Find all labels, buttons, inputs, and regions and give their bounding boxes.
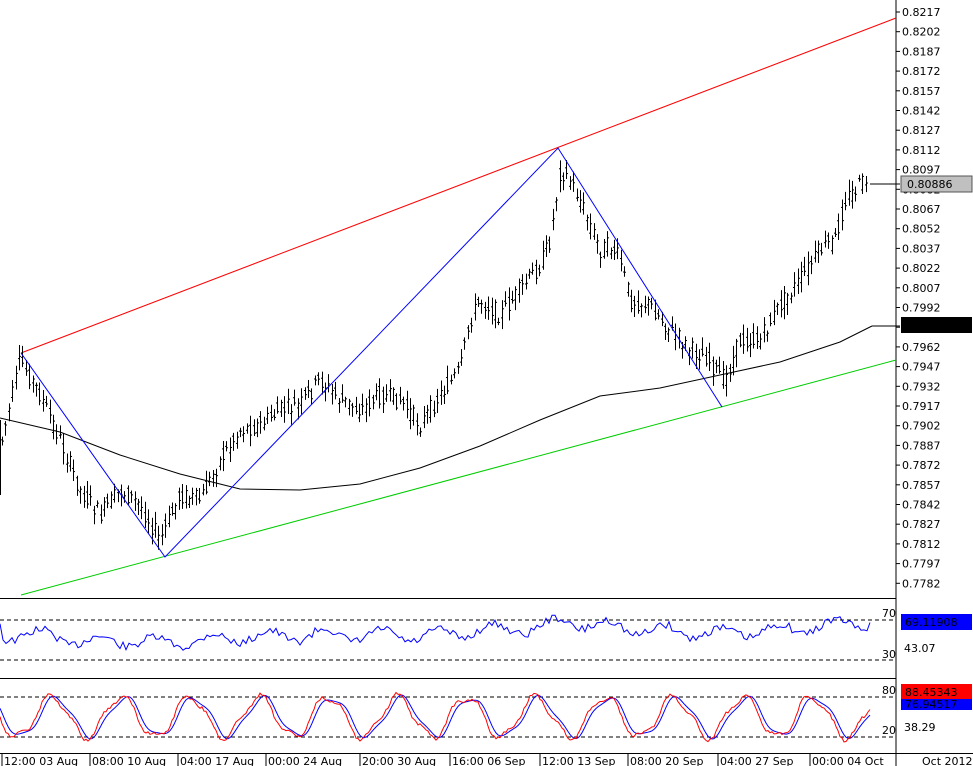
price-tick-label: 0.8067 (902, 203, 941, 216)
time-tick-label: 00:00 04 Oct (812, 755, 884, 766)
price-tick-label: 0.8142 (902, 105, 941, 118)
current-price-box (900, 175, 973, 193)
price-tick-label: 0.7812 (902, 538, 941, 551)
time-tick-label: 04:00 27 Sep (720, 755, 793, 766)
ma-value-label: 0.798409 (905, 319, 958, 332)
zigzag-line (20, 147, 723, 558)
price-tick-label: 0.8127 (902, 124, 941, 137)
price-tick-label: 0.8172 (902, 65, 941, 78)
price-tick-label: 0.7842 (902, 499, 941, 512)
price-tick-label: 0.7947 (902, 361, 941, 374)
ma-value-box (901, 317, 972, 333)
price-tick-label: 0.7782 (902, 577, 941, 590)
price-tick-label: 0.7902 (902, 420, 941, 433)
moving-average-line (0, 325, 873, 491)
rsi-value-label: 69.11908 (905, 616, 958, 629)
stoch-signal-line (0, 694, 871, 740)
time-tick-label: 04:00 17 Aug (180, 755, 254, 766)
price-tick-label: 0.7917 (902, 400, 941, 413)
price-tick-label: 0.7887 (902, 439, 941, 452)
price-tick-label: 0.7857 (902, 479, 941, 492)
price-tick-label: 0.8037 (902, 242, 941, 255)
rsi-value-box (901, 614, 972, 630)
stoch-tick-label: 38.29 (904, 721, 936, 734)
price-tick-label: 0.8052 (902, 223, 941, 236)
price-tick-label: 0.8007 (902, 282, 941, 295)
price-tick-label: 0.7932 (902, 380, 941, 393)
rsi-panel: 70 43.07 30 69.11908 (0, 607, 972, 679)
time-tick-label: 00:00 24 Aug (268, 755, 342, 766)
time-tick-label: 16:00 06 Sep (452, 755, 525, 766)
lower-channel-line (20, 359, 897, 596)
price-tick-label: 0.7992 (902, 302, 941, 315)
stoch-tick-label: 20 (882, 724, 896, 737)
stoch-signal-label: 76.94517 (905, 698, 958, 711)
time-tick-label: 12:00 03 Aug (4, 755, 78, 766)
current-price-label: 0.80886 (907, 178, 953, 191)
time-tick-label: Oct 2012 (922, 755, 973, 766)
rsi-tick-label: 43.07 (904, 642, 936, 655)
stoch-main-line (0, 691, 871, 743)
stoch-main-box (901, 684, 972, 699)
stoch-tick-label: 80 (882, 684, 896, 697)
price-tick-label: 0.7827 (902, 518, 941, 531)
price-tick-label: 0.8202 (902, 26, 941, 39)
price-tick-label: 0.7872 (902, 459, 941, 472)
time-tick-label: 08:00 10 Aug (92, 755, 166, 766)
price-tick-label: 0.8187 (902, 45, 941, 58)
time-tick-label: 20:00 30 Aug (362, 755, 436, 766)
stoch-signal-box (901, 697, 972, 710)
time-axis: 12:00 03 Aug 08:00 10 Aug 04:00 17 Aug 00:0… (1, 754, 973, 766)
rsi-tick-label: 70 (882, 607, 896, 620)
price-tick-label: 0.8217 (902, 6, 941, 19)
price-tick-label: 0.8097 (902, 164, 941, 177)
price-tick-label: 0.8022 (902, 262, 941, 275)
upper-channel-line (20, 17, 897, 354)
stoch-main-label: 88.45343 (905, 686, 958, 699)
price-tick-label: 0.7797 (902, 558, 941, 571)
price-tick-label: 0.8112 (902, 144, 941, 157)
rsi-line (0, 614, 871, 651)
rsi-tick-label: 30 (882, 648, 896, 661)
time-tick-label: 08:00 20 Sep (630, 755, 703, 766)
price-tick-label: 0.7962 (902, 341, 941, 354)
time-tick-label: 12:00 13 Sep (542, 755, 615, 766)
price-tick-label: 0.8157 (902, 85, 941, 98)
